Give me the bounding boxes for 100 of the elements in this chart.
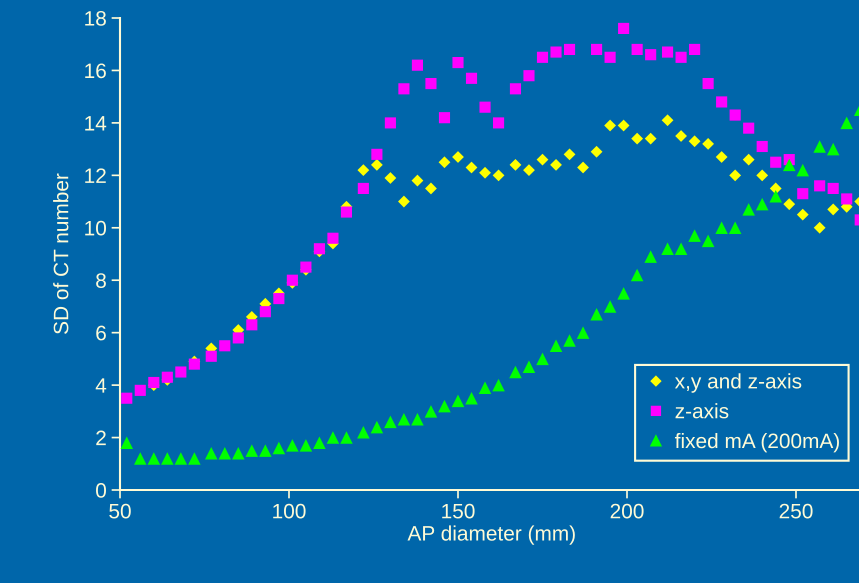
point <box>742 154 755 166</box>
legend-label: fixed mA (200mA) <box>674 432 839 452</box>
y-tick-label: 16 <box>85 63 106 78</box>
point <box>675 130 687 142</box>
point <box>743 122 754 134</box>
point <box>260 306 271 318</box>
point <box>728 222 742 234</box>
point <box>175 366 186 378</box>
point <box>286 274 298 286</box>
point <box>286 439 299 452</box>
point <box>563 334 576 347</box>
point <box>357 426 370 439</box>
point <box>398 412 410 426</box>
point <box>509 366 522 378</box>
point <box>438 112 450 124</box>
point <box>550 158 562 171</box>
point <box>492 378 505 392</box>
point <box>756 169 768 182</box>
point <box>327 232 338 244</box>
point <box>370 420 384 434</box>
point <box>314 243 325 254</box>
point <box>770 156 782 168</box>
point <box>340 431 353 444</box>
point <box>246 444 258 457</box>
point <box>218 447 232 460</box>
y-tick-label: 10 <box>85 220 106 236</box>
point <box>564 44 576 56</box>
point <box>644 132 657 145</box>
y-tick-label: 6 <box>96 326 106 340</box>
point <box>662 114 674 126</box>
point <box>756 198 768 210</box>
point <box>493 117 504 128</box>
point <box>756 140 768 152</box>
point <box>688 229 701 242</box>
y-tick-label: 4 <box>96 378 106 393</box>
point <box>632 44 643 56</box>
point <box>742 203 755 216</box>
point <box>828 182 839 194</box>
point <box>300 262 312 273</box>
point <box>232 332 244 344</box>
point <box>604 52 616 63</box>
point <box>232 447 245 460</box>
point <box>617 287 630 300</box>
point <box>326 431 340 444</box>
y-tick-label: 18 <box>85 11 106 26</box>
x-tick-label: 200 <box>610 504 644 518</box>
point <box>564 148 576 160</box>
point <box>438 400 451 412</box>
point <box>590 308 603 321</box>
point <box>827 204 840 216</box>
point <box>412 60 423 71</box>
point <box>398 196 410 208</box>
point <box>412 174 424 186</box>
point <box>384 117 396 128</box>
point <box>438 156 450 168</box>
point <box>452 151 464 163</box>
point <box>246 319 258 330</box>
point <box>814 180 826 192</box>
point <box>206 350 217 362</box>
point <box>522 360 536 374</box>
point <box>536 154 548 166</box>
point <box>618 120 630 132</box>
point <box>536 352 549 366</box>
point <box>550 46 562 58</box>
point <box>188 358 200 370</box>
x-tick-label: 150 <box>442 504 475 518</box>
point <box>782 158 796 172</box>
point <box>510 158 522 171</box>
point <box>492 169 504 182</box>
point <box>689 44 700 56</box>
point <box>661 242 674 256</box>
point <box>730 109 741 121</box>
point <box>411 412 424 426</box>
point <box>840 116 853 130</box>
point <box>466 162 478 174</box>
point <box>688 135 700 148</box>
point <box>536 52 548 63</box>
point <box>662 46 674 58</box>
point <box>219 340 230 352</box>
point <box>826 142 840 156</box>
point <box>674 242 688 256</box>
x-axis-title: AP diameter (mm) <box>408 525 575 545</box>
y-tick-label: 14 <box>85 116 106 130</box>
point <box>783 198 796 210</box>
point <box>300 439 312 452</box>
point <box>523 70 535 82</box>
point <box>120 436 134 450</box>
point <box>814 222 826 234</box>
point <box>630 268 644 282</box>
point <box>590 146 602 158</box>
point <box>604 300 616 313</box>
point <box>702 78 714 90</box>
point <box>121 392 132 404</box>
point <box>702 234 714 248</box>
point <box>770 182 782 194</box>
point <box>174 452 188 465</box>
point <box>148 452 160 465</box>
point <box>645 49 656 60</box>
y-axis-title: SD of CT number <box>53 173 68 334</box>
point <box>452 57 464 68</box>
